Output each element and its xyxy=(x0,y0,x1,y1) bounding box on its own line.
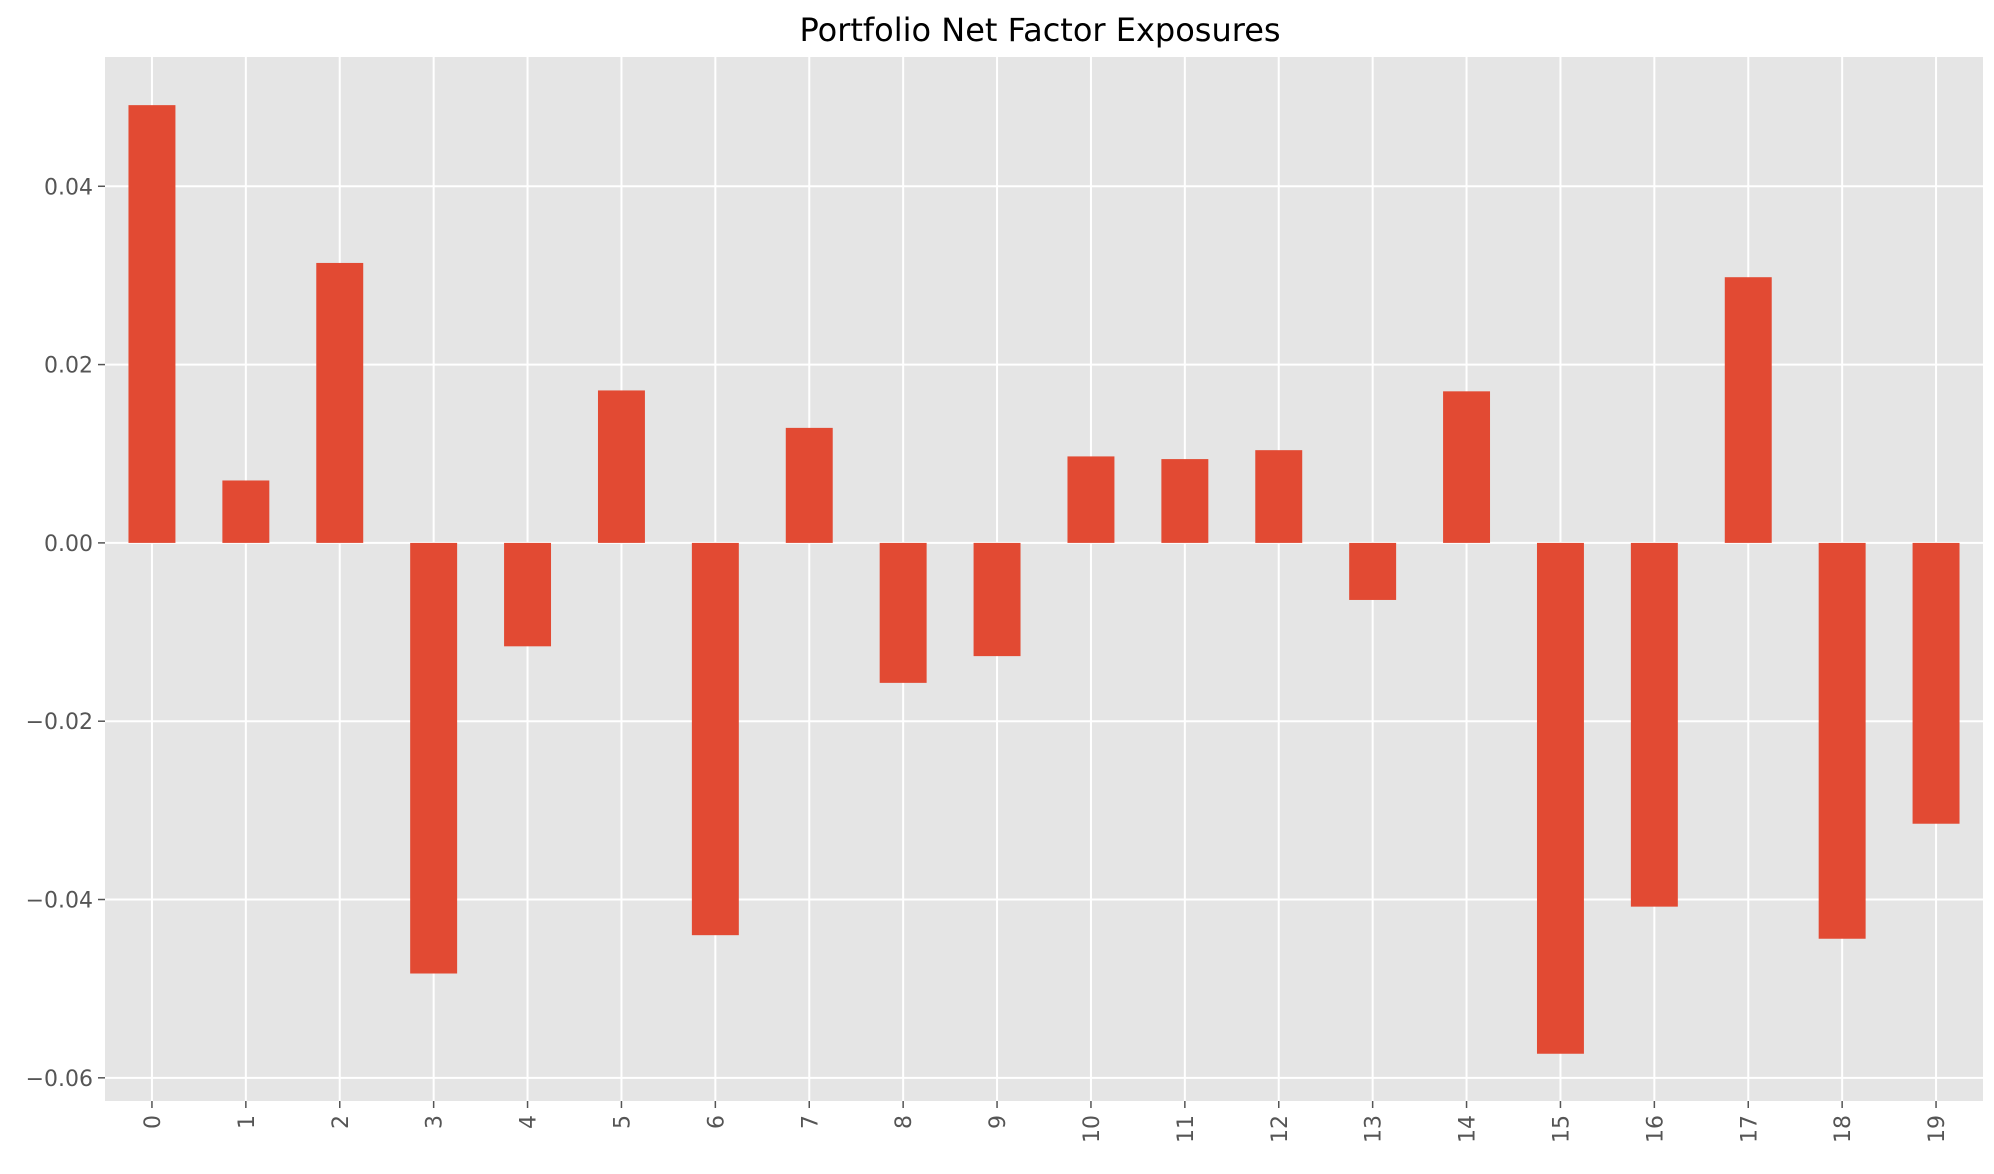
x-tick-label: 9 xyxy=(986,1115,1011,1129)
x-tick-label: 13 xyxy=(1362,1115,1387,1143)
bar-factor-16 xyxy=(1630,542,1678,907)
x-tick-label: 1 xyxy=(235,1115,260,1129)
x-tick-label: 18 xyxy=(1831,1115,1856,1143)
bar-factor-13 xyxy=(1349,542,1397,600)
y-tick-label: −0.04 xyxy=(26,889,93,914)
y-tick-label: −0.02 xyxy=(26,710,93,735)
y-tick-label: 0.00 xyxy=(44,532,93,557)
x-tick-label: 19 xyxy=(1925,1115,1950,1143)
bar-factor-14 xyxy=(1443,391,1491,543)
bar-factor-6 xyxy=(691,542,739,936)
bar-factor-12 xyxy=(1255,450,1303,543)
x-axis: 0 1 2 3 4 5 6 7 8 9 10 11 12 13 14 15 16 17 18 19 xyxy=(141,1101,1950,1143)
bar-factor-5 xyxy=(597,390,645,543)
bar-factor-2 xyxy=(316,262,364,543)
x-tick-label: 15 xyxy=(1549,1115,1574,1143)
bar-factor-15 xyxy=(1536,542,1584,1054)
x-tick-label: 4 xyxy=(517,1115,542,1129)
x-tick-label: 12 xyxy=(1268,1115,1293,1143)
y-tick-label: 0.04 xyxy=(44,175,93,200)
chart-title: Portfolio Net Factor Exposures xyxy=(799,11,1280,49)
x-tick-label: 6 xyxy=(704,1115,729,1129)
x-tick-label: 7 xyxy=(798,1115,823,1129)
x-tick-label: 16 xyxy=(1643,1115,1668,1143)
y-tick-label: 0.02 xyxy=(44,354,93,379)
x-tick-label: 10 xyxy=(1080,1115,1105,1143)
x-tick-label: 3 xyxy=(423,1115,448,1129)
x-tick-label: 17 xyxy=(1737,1115,1762,1143)
x-tick-label: 0 xyxy=(141,1115,166,1129)
bar-factor-4 xyxy=(504,542,552,647)
x-tick-label: 14 xyxy=(1456,1115,1481,1143)
bar-factor-3 xyxy=(410,542,458,974)
x-tick-label: 2 xyxy=(329,1115,354,1129)
bar-factor-1 xyxy=(222,480,270,543)
bar-factor-17 xyxy=(1724,277,1772,543)
bar-factor-8 xyxy=(879,542,927,683)
bar-factor-0 xyxy=(128,105,176,543)
bar-factor-19 xyxy=(1912,542,1960,824)
y-axis: −0.06 −0.04 −0.02 0.00 0.02 0.04 xyxy=(26,175,105,1092)
plot-area xyxy=(105,57,1983,1101)
x-tick-label: 11 xyxy=(1174,1115,1199,1143)
bar-factor-7 xyxy=(785,427,833,543)
x-tick-label: 8 xyxy=(892,1115,917,1129)
bar-factor-10 xyxy=(1067,456,1115,543)
y-tick-label: −0.06 xyxy=(26,1067,93,1092)
bars-layer xyxy=(128,105,1960,1054)
bar-factor-9 xyxy=(973,542,1021,657)
bar-factor-11 xyxy=(1161,459,1209,543)
bar-factor-18 xyxy=(1818,542,1866,939)
x-tick-label: 5 xyxy=(610,1115,635,1129)
